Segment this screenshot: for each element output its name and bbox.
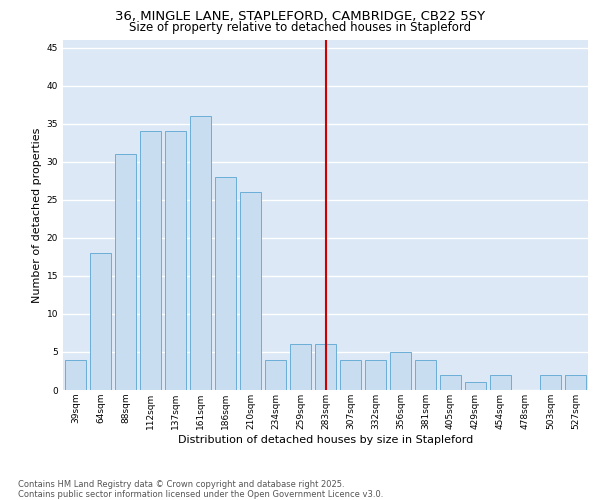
Text: 36, MINGLE LANE, STAPLEFORD, CAMBRIDGE, CB22 5SY: 36, MINGLE LANE, STAPLEFORD, CAMBRIDGE, … [115, 10, 485, 23]
Y-axis label: Number of detached properties: Number of detached properties [32, 128, 43, 302]
Bar [365, 360, 386, 390]
Bar [65, 360, 86, 390]
Text: Contains HM Land Registry data © Crown copyright and database right 2025.
Contai: Contains HM Land Registry data © Crown c… [18, 480, 383, 499]
Bar [165, 132, 186, 390]
Bar [190, 116, 211, 390]
Bar [465, 382, 486, 390]
Bar [565, 375, 586, 390]
Bar [440, 375, 461, 390]
Bar [490, 375, 511, 390]
Bar [215, 177, 236, 390]
Text: 36 MINGLE LANE: 279sqm
← 89% of detached houses are smaller (191)
10% of semi-de: 36 MINGLE LANE: 279sqm ← 89% of detached… [0, 499, 1, 500]
Bar [540, 375, 561, 390]
Bar [290, 344, 311, 390]
Bar [90, 253, 111, 390]
Bar [315, 344, 336, 390]
Text: Size of property relative to detached houses in Stapleford: Size of property relative to detached ho… [129, 21, 471, 34]
X-axis label: Distribution of detached houses by size in Stapleford: Distribution of detached houses by size … [178, 434, 473, 444]
Bar [340, 360, 361, 390]
Bar [140, 132, 161, 390]
Bar [390, 352, 411, 390]
Bar [115, 154, 136, 390]
Bar [415, 360, 436, 390]
Bar [240, 192, 261, 390]
Bar [265, 360, 286, 390]
